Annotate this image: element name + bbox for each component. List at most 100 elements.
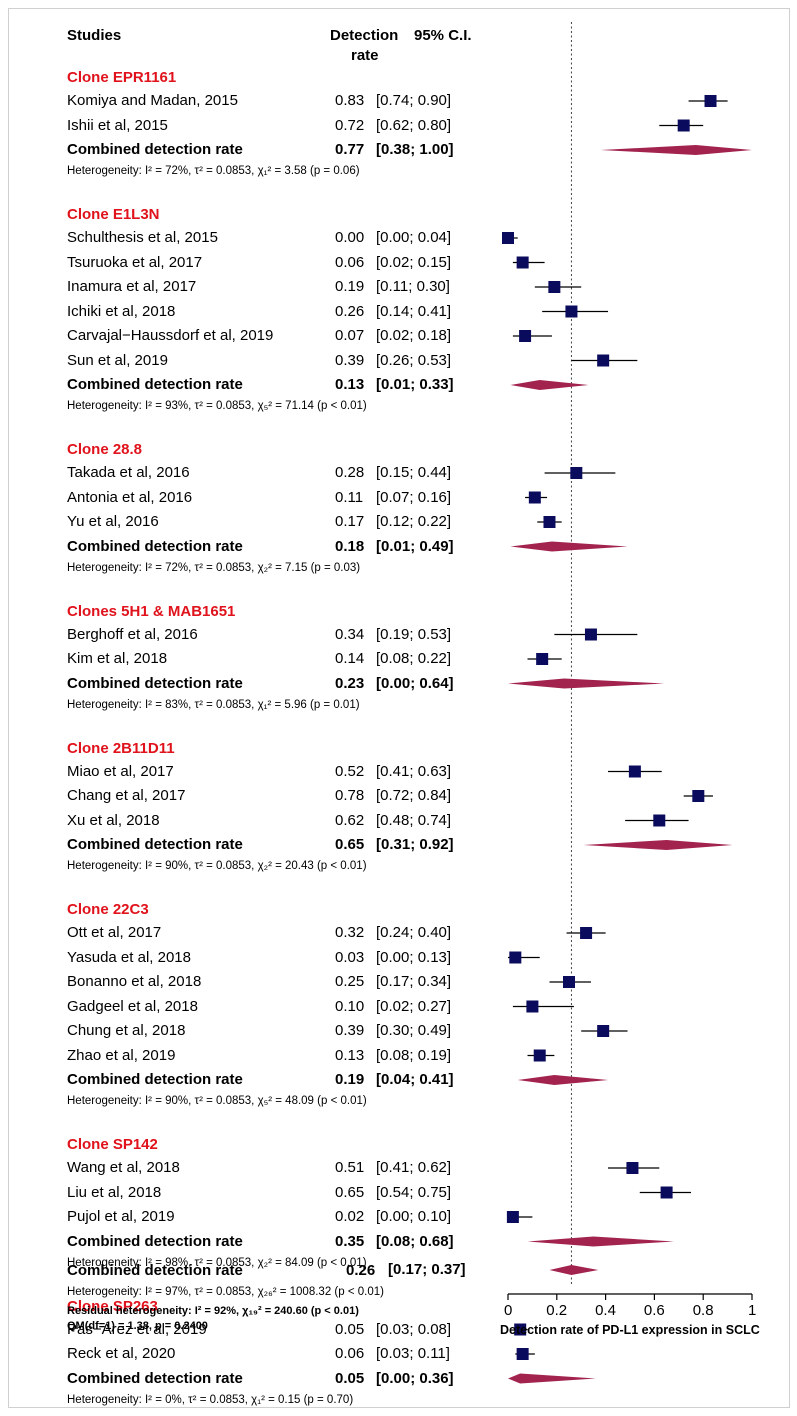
study-name: Yasuda et al, 2018 bbox=[67, 948, 191, 966]
combined-label: Combined detection rate bbox=[67, 674, 243, 692]
heterogeneity-text: Heterogeneity: I² = 83%, τ² = 0.0853, χ₁… bbox=[67, 698, 360, 711]
group-title: Clone EPR1161 bbox=[67, 69, 177, 86]
study-rate: 0.26 bbox=[335, 302, 365, 320]
study-marker bbox=[563, 976, 575, 988]
study-name: Chang et al, 2017 bbox=[67, 787, 186, 804]
combined-diamond bbox=[583, 840, 733, 850]
study-marker bbox=[597, 1025, 610, 1037]
study-name: Liu et al, 2018 bbox=[67, 1183, 162, 1201]
study-name: Inamura et al, 2017 bbox=[67, 278, 197, 295]
study-ci: [0.19; 0.53] bbox=[376, 625, 452, 643]
header-rate-line2: rate bbox=[351, 47, 379, 64]
study-ci: [0.15; 0.44] bbox=[376, 464, 452, 481]
x-axis-label: Detection rate of PD-L1 expression in SC… bbox=[500, 1323, 760, 1337]
study-ci: [0.41; 0.63] bbox=[376, 762, 452, 780]
combined-ci: [0.01; 0.49] bbox=[376, 537, 454, 555]
study-name: Pujol et al, 2019 bbox=[67, 1208, 175, 1225]
overall-rate: 0.26 bbox=[346, 1262, 376, 1279]
study-rate: 0.06 bbox=[335, 1345, 365, 1362]
study-ci: [0.14; 0.41] bbox=[376, 302, 452, 320]
group-title: Clone 2B11D11 bbox=[67, 739, 175, 757]
heterogeneity-text: Heterogeneity: I² = 90%, τ² = 0.0853, χ₅… bbox=[67, 1095, 367, 1107]
x-tick-label: 1 bbox=[748, 1302, 757, 1319]
study-ci: [0.11; 0.30] bbox=[376, 278, 450, 295]
combined-diamond bbox=[517, 1075, 609, 1085]
overall-combined-label: Combined detection rate bbox=[67, 1262, 243, 1279]
study-rate: 0.72 bbox=[335, 116, 365, 134]
study-marker bbox=[570, 467, 583, 479]
group-title: Clone E1L3N bbox=[67, 206, 160, 223]
study-marker bbox=[692, 790, 705, 802]
combined-ci: [0.00; 0.36] bbox=[376, 1369, 454, 1387]
study-rate: 0.06 bbox=[335, 253, 365, 271]
study-rate: 0.07 bbox=[335, 327, 365, 344]
study-ci: [0.41; 0.62] bbox=[376, 1159, 452, 1176]
combined-rate: 0.77 bbox=[335, 141, 365, 158]
study-marker bbox=[565, 305, 578, 318]
combined-diamond bbox=[510, 541, 628, 552]
study-ci: [0.03; 0.08] bbox=[376, 1320, 452, 1338]
study-rate: 0.34 bbox=[335, 625, 365, 643]
overall-ci: [0.17; 0.37] bbox=[388, 1261, 466, 1278]
study-marker bbox=[677, 119, 690, 132]
study-ci: [0.02; 0.18] bbox=[376, 327, 452, 344]
combined-diamond bbox=[527, 1236, 674, 1247]
x-tick-label: 0.4 bbox=[595, 1302, 616, 1319]
study-name: Gadgeel et al, 2018 bbox=[67, 997, 198, 1015]
study-rate: 0.13 bbox=[335, 1046, 365, 1064]
study-name: Yu et al, 2016 bbox=[67, 513, 159, 530]
study-rate: 0.62 bbox=[335, 811, 365, 829]
study-rate: 0.03 bbox=[335, 948, 365, 966]
residual-heterogeneity: Residual heterogeneity: I² = 92%, χ₁₉² =… bbox=[67, 1305, 359, 1317]
study-rate: 0.39 bbox=[335, 351, 365, 369]
study-ci: [0.48; 0.74] bbox=[376, 811, 452, 829]
study-name: Wang et al, 2018 bbox=[67, 1159, 180, 1176]
combined-rate: 0.13 bbox=[335, 376, 365, 393]
heterogeneity-text: Heterogeneity: I² = 98%, τ² = 0.0853, χ₂… bbox=[67, 1256, 367, 1269]
combined-ci: [0.08; 0.68] bbox=[376, 1232, 454, 1250]
study-name: Pas−Arez et al, 2019 bbox=[67, 1320, 207, 1338]
x-tick-label: 0.8 bbox=[692, 1302, 714, 1319]
heterogeneity-text: Heterogeneity: I² = 93%, τ² = 0.0853, χ₅… bbox=[67, 400, 367, 412]
combined-rate: 0.05 bbox=[335, 1369, 365, 1387]
header-rate-line1: Detection bbox=[330, 27, 399, 44]
study-rate: 0.52 bbox=[335, 762, 365, 780]
study-name: Tsuruoka et al, 2017 bbox=[67, 253, 203, 271]
figure-frame bbox=[8, 8, 790, 1408]
study-rate: 0.10 bbox=[335, 997, 365, 1015]
header-studies: Studies bbox=[67, 27, 122, 44]
study-ci: [0.00; 0.10] bbox=[376, 1208, 452, 1225]
combined-ci: [0.38; 1.00] bbox=[376, 141, 454, 158]
heterogeneity-text: Heterogeneity: I² = 72%, τ² = 0.0853, χ₁… bbox=[67, 165, 360, 177]
study-name: Chung et al, 2018 bbox=[67, 1022, 186, 1039]
combined-diamond bbox=[508, 1373, 596, 1384]
group-title: Clone SP263 bbox=[67, 1297, 158, 1315]
study-name: Berghoff et al, 2016 bbox=[67, 625, 198, 643]
combined-label: Combined detection rate bbox=[67, 1232, 243, 1250]
combined-rate: 0.65 bbox=[335, 836, 365, 853]
study-rate: 0.65 bbox=[335, 1183, 365, 1201]
study-marker bbox=[514, 1323, 527, 1336]
group-title: Clone 22C3 bbox=[67, 901, 149, 918]
study-marker bbox=[704, 95, 717, 107]
qm-statistic: QM(df=1) = 1.38, p = 0.2400 bbox=[67, 1320, 208, 1332]
study-ci: [0.62; 0.80] bbox=[376, 116, 452, 134]
study-marker bbox=[502, 232, 514, 244]
x-tick-label: 0.6 bbox=[643, 1302, 665, 1319]
study-marker bbox=[516, 1348, 529, 1360]
study-name: Ott et al, 2017 bbox=[67, 924, 162, 941]
study-marker bbox=[519, 330, 532, 342]
study-rate: 0.51 bbox=[335, 1159, 365, 1176]
study-name: Xu et al, 2018 bbox=[67, 811, 160, 829]
combined-ci: [0.04; 0.41] bbox=[376, 1071, 454, 1088]
combined-diamond bbox=[600, 145, 752, 155]
study-name: Antonia et al, 2016 bbox=[67, 488, 193, 506]
study-ci: [0.08; 0.19] bbox=[376, 1046, 452, 1064]
study-ci: [0.72; 0.84] bbox=[376, 787, 452, 804]
overall-diamond bbox=[549, 1265, 599, 1275]
study-marker bbox=[506, 1211, 519, 1223]
overall-heterogeneity: Heterogeneity: I² = 97%, τ² = 0.0853, χ₂… bbox=[67, 1286, 384, 1298]
study-name: Zhao et al, 2019 bbox=[67, 1046, 176, 1064]
study-name: Reck et al, 2020 bbox=[67, 1345, 176, 1362]
